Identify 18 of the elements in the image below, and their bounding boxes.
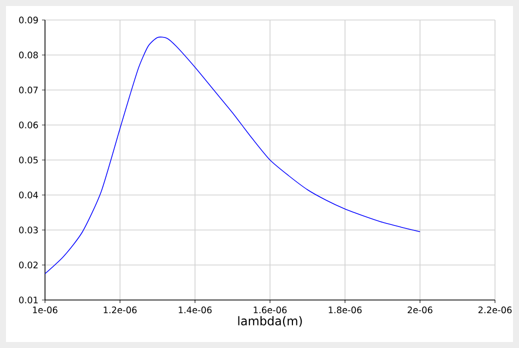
line-series [45,36,420,274]
x-tick-label: 2.2e-06 [478,306,512,314]
x-axis-title: lambda(m) [238,316,302,327]
x-tick-label: 1.6e-06 [254,306,287,314]
y-tick-label: 0.01 [19,296,38,304]
y-tick-label: 0.06 [19,122,38,128]
x-tick-label: 1.4e-06 [178,306,212,314]
y-tick-label: 0.09 [19,16,38,24]
y-tick-label: 0.03 [19,226,38,234]
x-tick-label: 2e-06 [408,306,432,314]
x-tick-label: 1e-06 [33,306,58,314]
x-tick-label: 1.8e-06 [328,306,362,314]
y-tick-label: 0.07 [19,86,38,94]
y-tick-label: 0.04 [19,192,38,198]
y-tick-label: 0.02 [19,262,38,268]
y-tick-label: 0.05 [19,156,38,164]
y-tick-label: 0.08 [19,52,38,58]
x-tick-label: 1.2e-06 [104,306,137,314]
